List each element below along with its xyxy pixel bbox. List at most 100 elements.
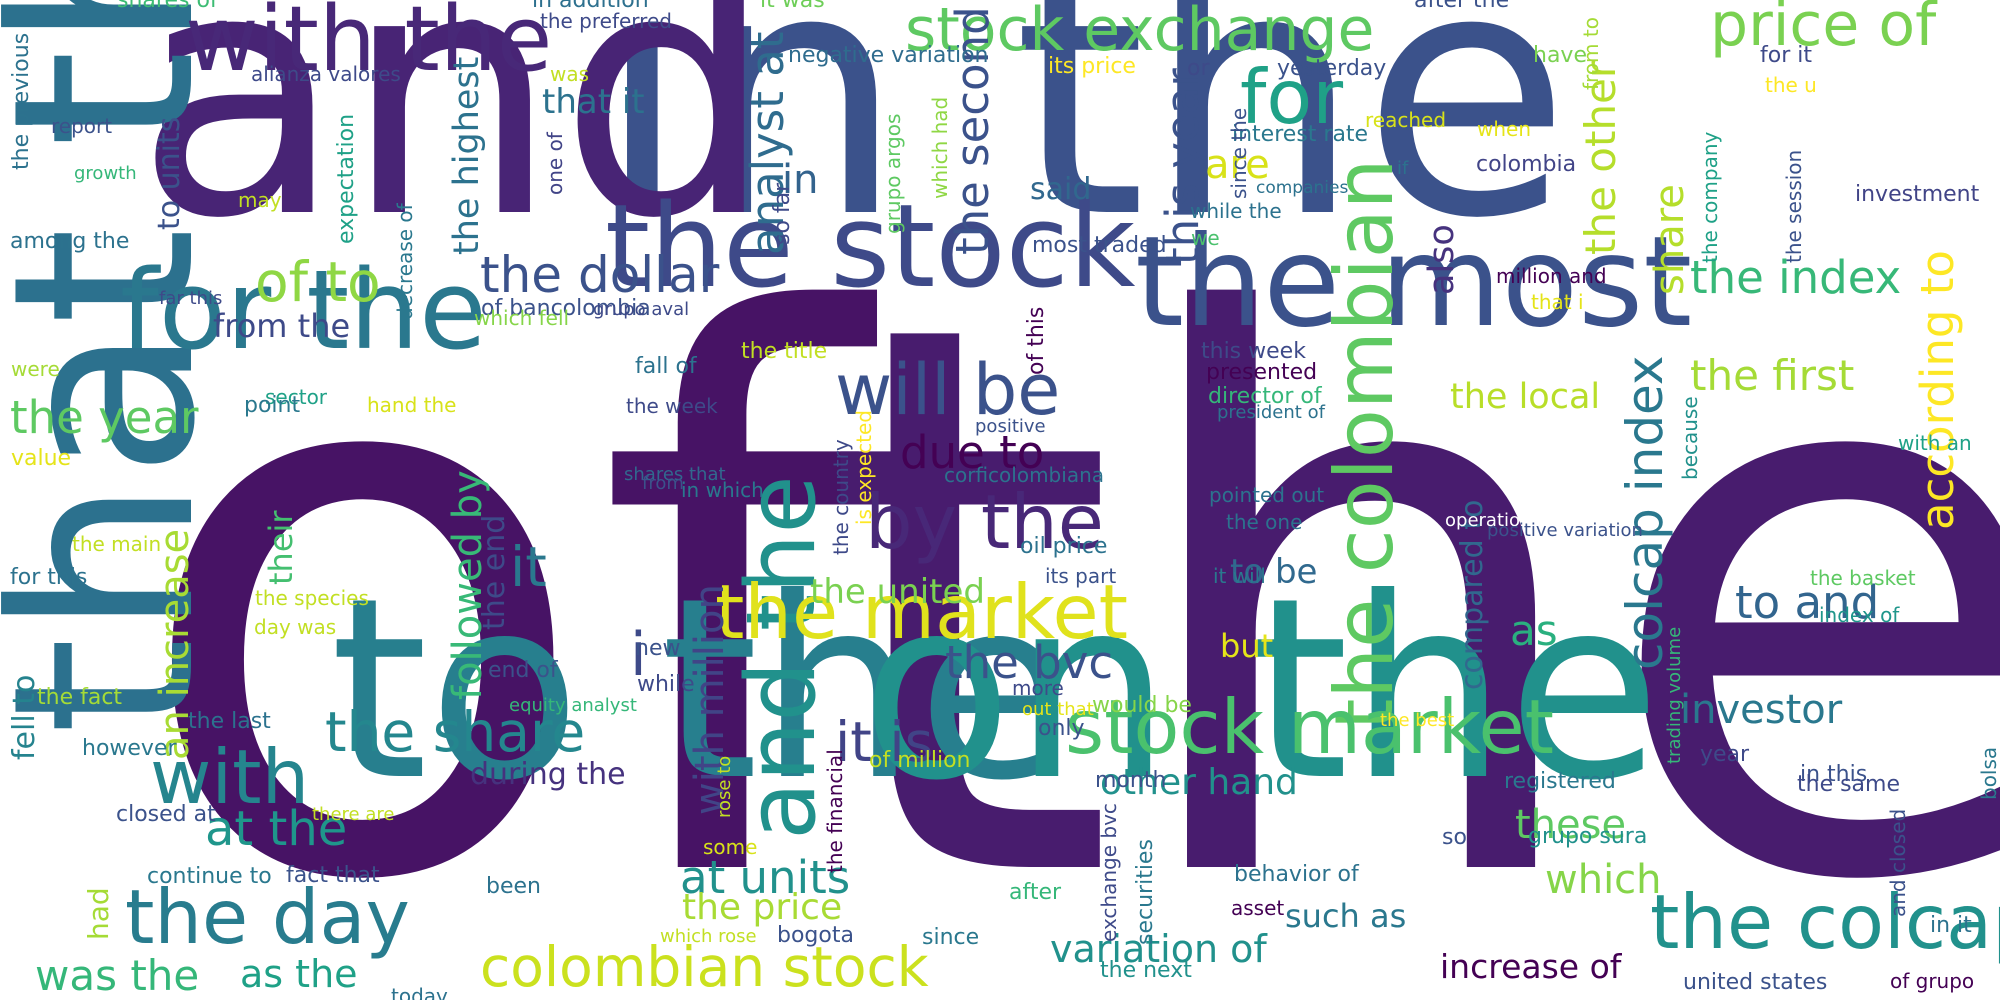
cloud-word: the species [255, 586, 369, 610]
cloud-word: among the [10, 229, 130, 254]
cloud-word: were [11, 357, 60, 381]
cloud-word: after the [1414, 0, 1510, 13]
cloud-word: its price [1048, 54, 1136, 79]
cloud-word: this week [1201, 339, 1306, 364]
cloud-word: shares of [117, 0, 218, 13]
cloud-word: united states [1683, 970, 1828, 995]
cloud-word: the bvc [945, 636, 1114, 689]
cloud-word: these [1515, 802, 1627, 848]
cloud-word: in the [595, 0, 1572, 293]
cloud-word: with [150, 733, 310, 821]
cloud-word: point [244, 393, 301, 418]
cloud-word: the financial [823, 749, 847, 873]
cloud-word: also [1422, 224, 1462, 295]
cloud-word: the previous [9, 32, 34, 170]
cloud-word: stock exchange [905, 0, 1375, 65]
cloud-word: investor [1680, 687, 1843, 733]
cloud-word: the next [1100, 958, 1192, 983]
cloud-word: end of [488, 658, 558, 683]
cloud-word: today [391, 984, 448, 1000]
cloud-word: only [1038, 716, 1085, 741]
cloud-word: most traded [1032, 233, 1167, 258]
cloud-word: the company [1698, 131, 1722, 263]
cloud-word: said [1030, 172, 1092, 207]
cloud-word: with the [185, 0, 553, 92]
cloud-word: out that [1022, 699, 1094, 720]
cloud-word: the best [1380, 710, 1455, 731]
cloud-word: president of [1217, 402, 1325, 423]
cloud-word: share [1647, 184, 1693, 295]
cloud-word: bolsa [1977, 746, 2000, 800]
cloud-word: to and [1735, 576, 1880, 629]
cloud-word: for [1240, 53, 1344, 141]
cloud-word: the basket [1810, 566, 1916, 590]
cloud-word: trading volume [1664, 626, 1685, 764]
cloud-word: from the [213, 307, 351, 345]
cloud-word: negative variation [788, 43, 989, 68]
cloud-word: since [922, 925, 980, 950]
cloud-word: month [1095, 768, 1167, 793]
cloud-word: colcap index [1616, 355, 1674, 670]
cloud-word: while the [1190, 199, 1282, 223]
cloud-word: the session [1782, 149, 1806, 263]
cloud-word: the united [810, 572, 985, 612]
cloud-word: which had [928, 96, 952, 199]
cloud-word: been [486, 874, 541, 899]
cloud-word: would be [1092, 693, 1192, 718]
cloud-word: according to [1911, 250, 1964, 530]
cloud-word: the last [188, 709, 271, 734]
cloud-word: and closed [1886, 808, 1910, 917]
cloud-word: to units [152, 116, 187, 230]
cloud-word: some [703, 835, 758, 859]
cloud-word: the dollar [480, 246, 720, 304]
cloud-word: as the [240, 952, 358, 996]
cloud-word: the main [72, 532, 162, 556]
cloud-word: if [1397, 158, 1409, 179]
cloud-word: however [82, 736, 177, 761]
cloud-word: the preferred [540, 9, 672, 33]
cloud-word: their [262, 510, 300, 585]
cloud-word: it is [835, 710, 934, 774]
cloud-word: during the [470, 757, 626, 792]
cloud-word: of to [255, 250, 381, 314]
cloud-word: and [135, 0, 775, 293]
cloud-word: the year [10, 391, 199, 444]
cloud-word: the week [626, 394, 718, 418]
cloud-word: from [642, 473, 684, 494]
cloud-word: but [1220, 627, 1274, 665]
cloud-word: the [820, 163, 2000, 1000]
cloud-word: had [82, 887, 115, 940]
cloud-word: the first [1690, 351, 1855, 400]
cloud-word: the share [325, 700, 586, 764]
cloud-word: there are [312, 804, 395, 825]
cloud-word: the highest [447, 56, 487, 255]
cloud-word: since the [1227, 107, 1251, 199]
cloud-word: in [782, 157, 819, 203]
cloud-word: fact that [286, 863, 380, 888]
cloud-word: have [1533, 43, 1587, 68]
cloud-word: it [510, 535, 547, 599]
cloud-word: corficolombiana [944, 463, 1104, 487]
cloud-word: which rose [660, 926, 757, 947]
cloud-word: alianza valores [251, 62, 401, 86]
cloud-word: year [1700, 742, 1750, 767]
cloud-word: the stock [605, 180, 1136, 314]
cloud-word: was [550, 62, 590, 86]
cloud-word: more [1012, 676, 1064, 700]
cloud-word: or [1187, 56, 1210, 81]
cloud-word: report [51, 114, 113, 138]
cloud-word: director of [1208, 384, 1322, 409]
cloud-word: are [1205, 142, 1270, 188]
cloud-word: oil price [1020, 534, 1108, 559]
cloud-word: shares that [624, 464, 726, 485]
cloud-word: positive [975, 416, 1046, 437]
cloud-word: to be [1230, 552, 1318, 592]
cloud-word: sector [265, 385, 328, 409]
cloud-word: investment [1855, 182, 1980, 207]
cloud-word: of this [1024, 306, 1049, 375]
cloud-word: because [1678, 396, 1702, 480]
cloud-word: in this [1800, 762, 1868, 787]
cloud-word: the same [1797, 772, 1901, 797]
cloud-word: new [635, 636, 681, 661]
cloud-word: of grupo [1890, 969, 1975, 993]
